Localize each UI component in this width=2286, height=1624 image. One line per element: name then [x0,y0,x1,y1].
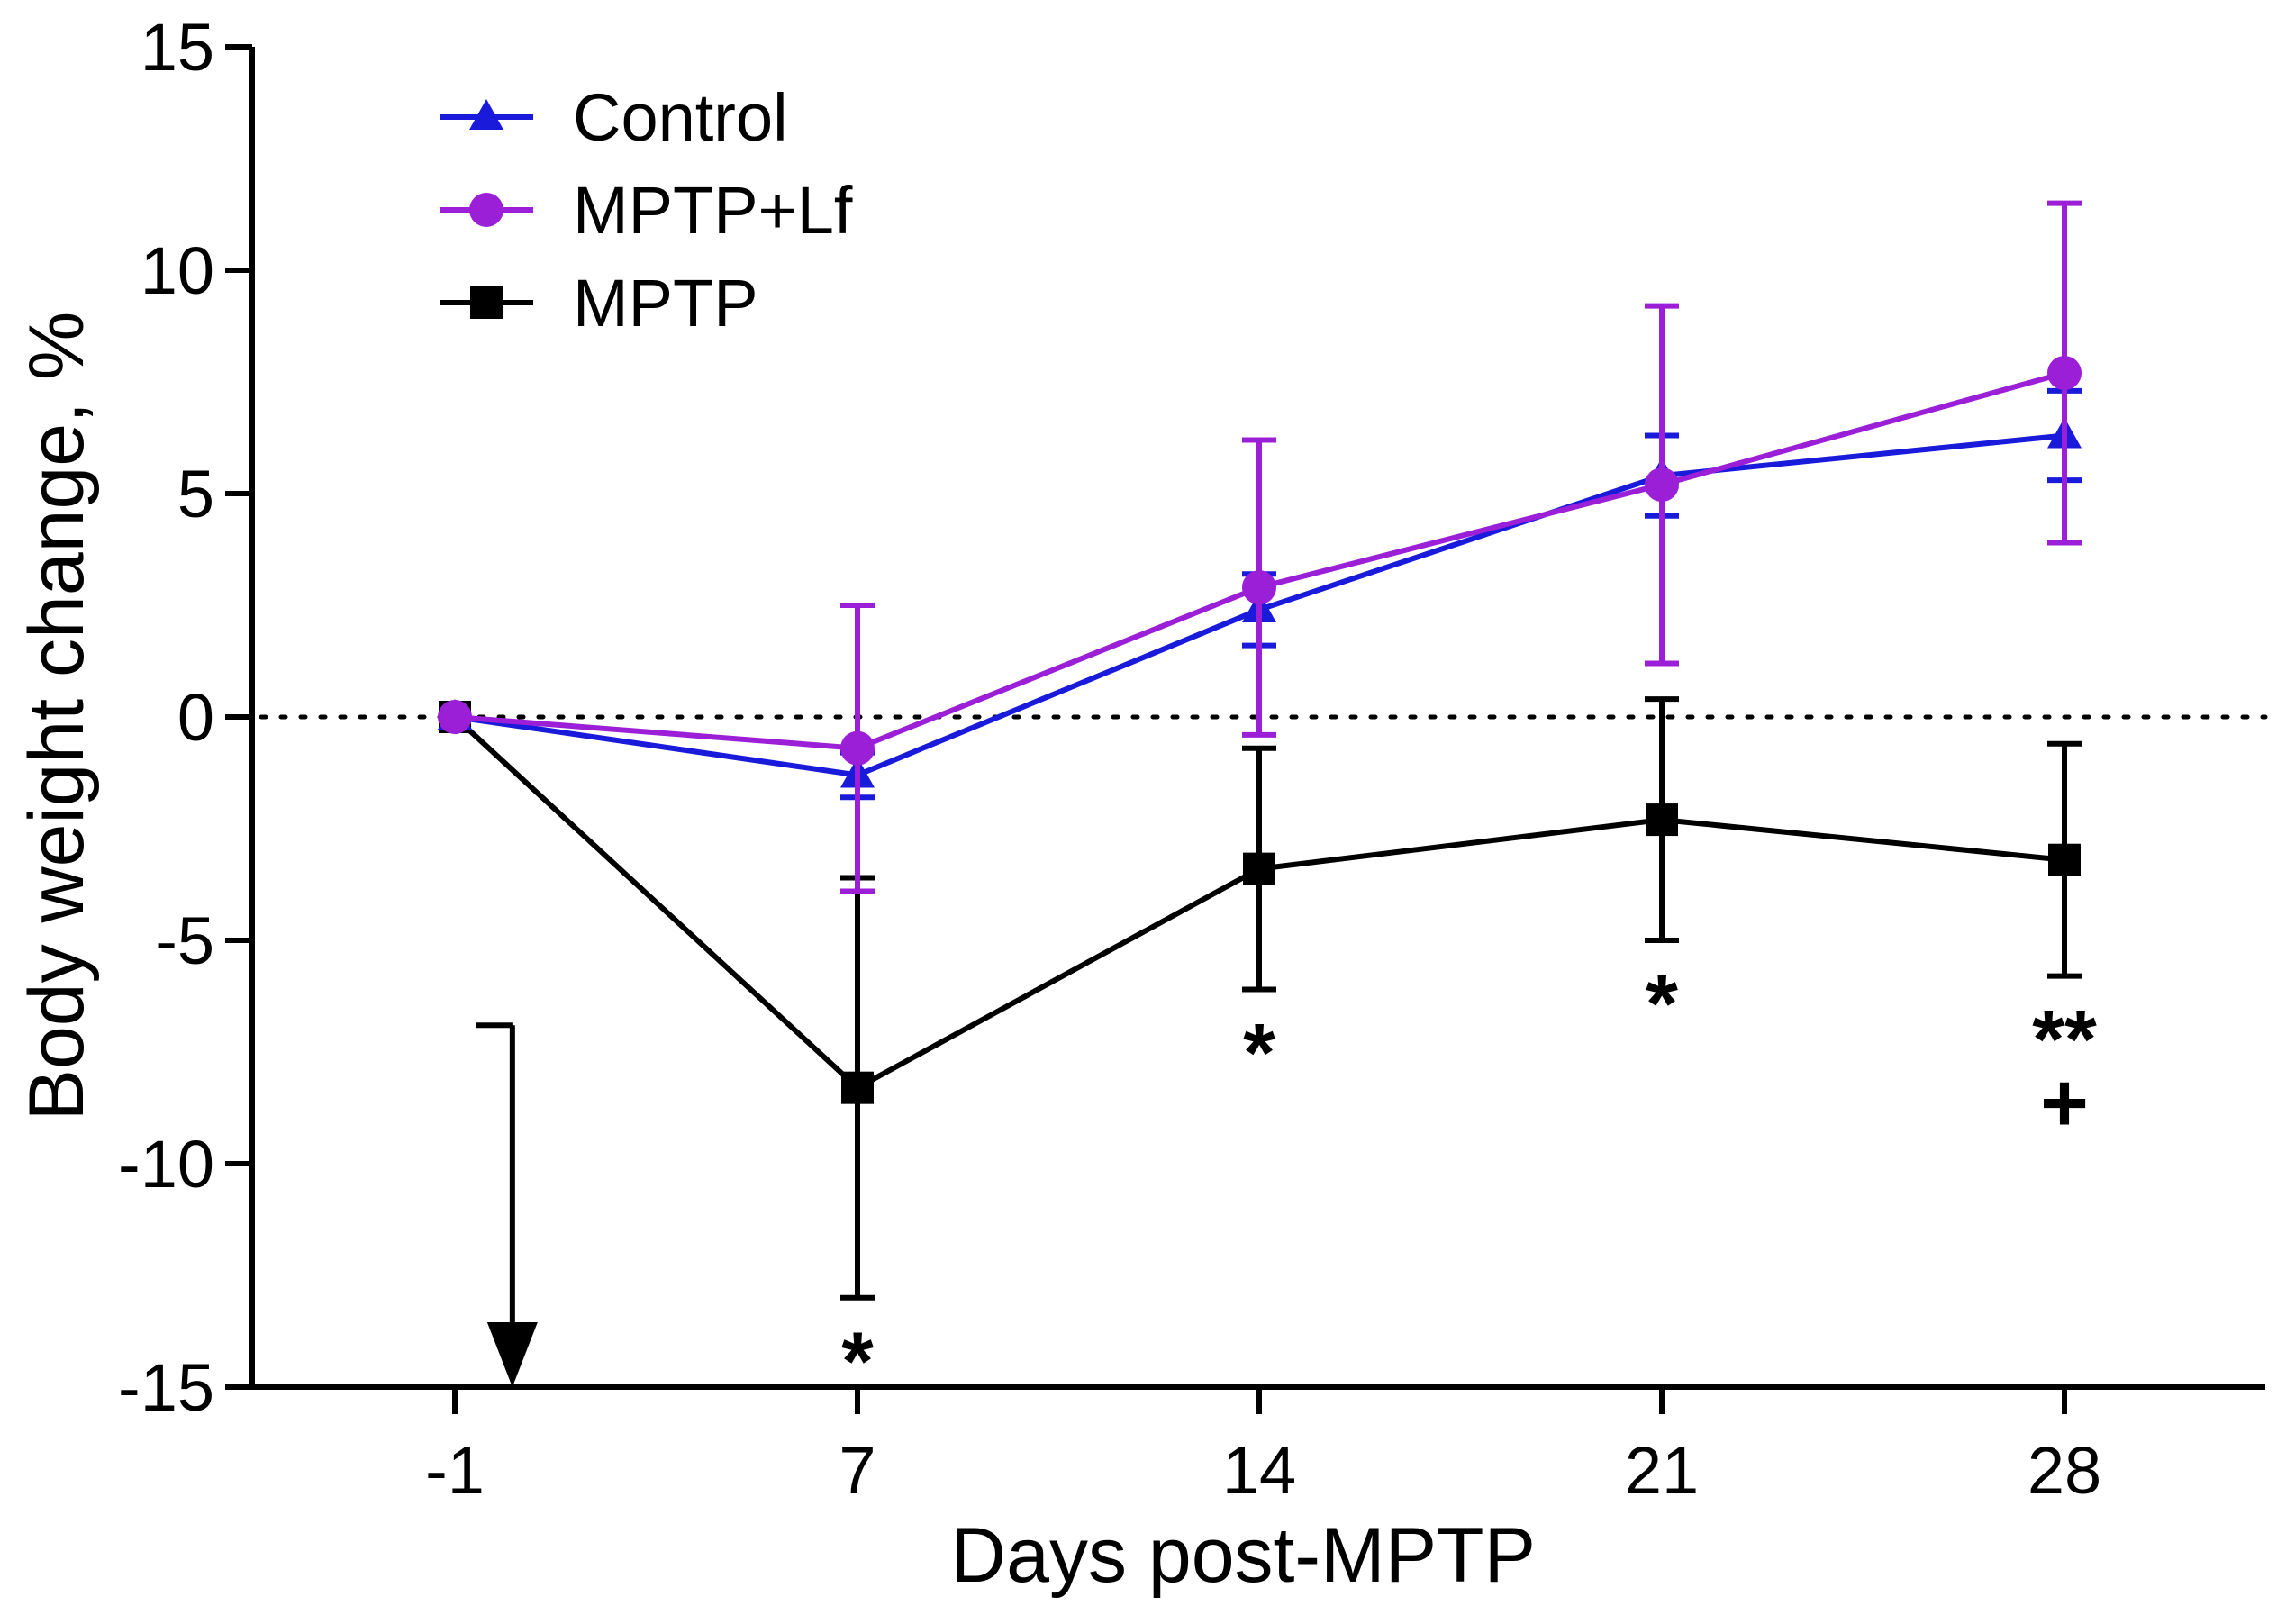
significance-mark: * [841,1316,874,1408]
series-mptp-lf [438,200,2082,894]
arrow-head [486,1322,538,1387]
y-tick-label: 5 [177,457,214,531]
y-axis-title: Body weight change, % [14,312,100,1121]
series-mptp [439,696,2082,1301]
mptp-arrow-group [476,1022,538,1387]
x-tick-label: -1 [425,1433,485,1508]
data-point [1646,803,1678,837]
data-point [840,730,875,766]
legend-marker [469,99,503,130]
y-tick-label: 0 [177,680,214,755]
y-tick-label: -5 [155,903,214,978]
x-tick-label: 21 [1625,1433,1699,1508]
data-point [2047,356,2082,391]
data-point [1645,467,1679,503]
legend-marker [469,193,503,227]
significance-annotations: *** **+ [841,958,2097,1408]
y-tick-label: -10 [118,1127,214,1202]
legend-item-control: Control [440,80,788,155]
significance-mark: * [1646,958,1678,1050]
y-tick-label: -15 [118,1350,214,1425]
significance-mark: + [2040,1057,2089,1149]
legend: Control MPTP+Lf MPTP [440,80,853,340]
legend-marker [470,286,503,319]
significance-mark: * [1243,1008,1275,1100]
legend-label: MPTP [573,266,758,340]
legend-label: MPTP+Lf [573,173,853,248]
data-point [438,700,472,734]
x-tick-label: 14 [1222,1433,1296,1508]
x-tick-label: 28 [2027,1433,2101,1508]
y-tick-label: 15 [141,10,214,85]
data-point [1243,852,1275,885]
data-point [2048,843,2081,876]
legend-item-mptp-lf: MPTP+Lf [440,173,853,248]
axes: 15 10 5 0 -5 -10 -15 -1 7 14 21 28 [118,10,2265,1508]
x-tick-label: 7 [839,1433,875,1508]
significance-mark: ** [2032,994,2097,1086]
series-group [438,200,2082,1301]
legend-label: Control [573,80,788,155]
data-point [841,1071,874,1104]
data-point [1242,570,1276,605]
y-tick-label: 10 [141,233,214,308]
x-axis-title: Days post-MPTP [950,1512,1536,1599]
legend-item-mptp: MPTP [440,266,758,340]
